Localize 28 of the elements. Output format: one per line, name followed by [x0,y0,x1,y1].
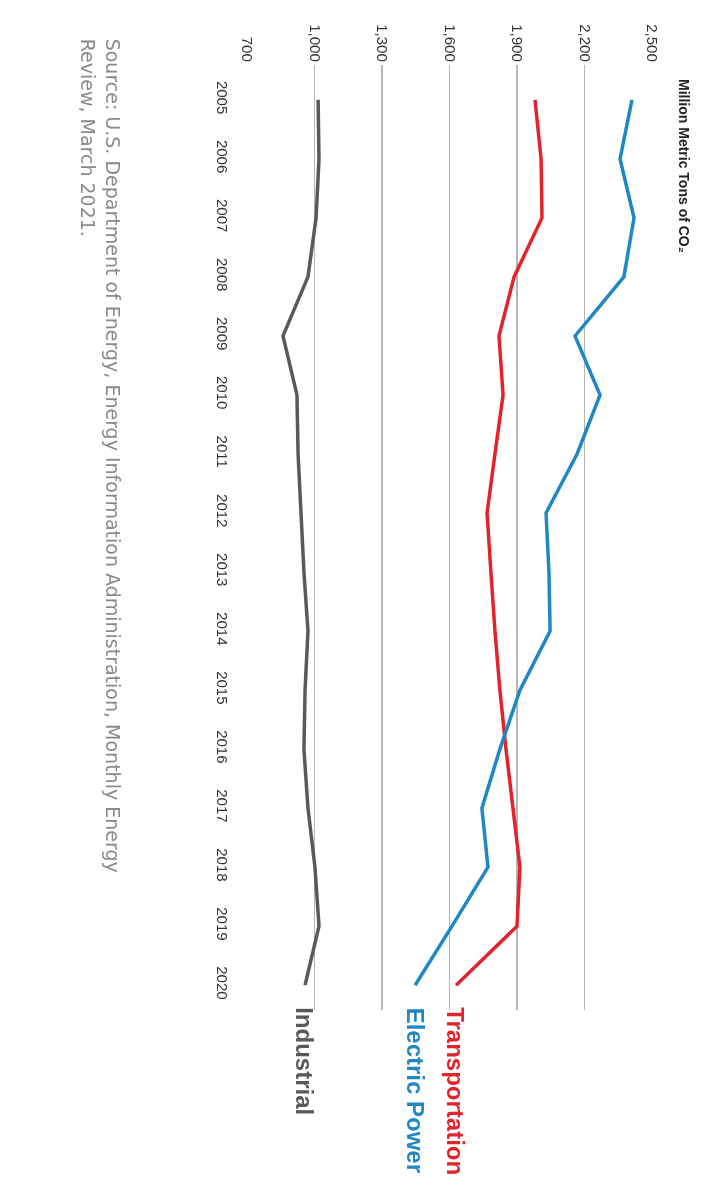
x-tick-label: 2,200 [576,24,594,62]
y-tick-label: 2006 [214,139,231,174]
text: Electric Power [401,1007,429,1174]
source-note: Source: U.S. Department of Energy, Energy Information Administration, Monthly Energy Review, March 2021. [76,38,124,873]
y-tick-label: 2016 [214,730,231,764]
y-tick-label: 2010 [214,376,231,410]
y-tick-label: 2007 [214,198,231,233]
x-tick-label: 2,500 [644,24,662,62]
text: Industrial [291,1007,319,1116]
x-tick-label: 1,000 [306,24,324,62]
text: Million Metric Tons of CO₂ [676,79,692,253]
y-tick-label: 2012 [214,494,231,528]
y-tick-label: 2019 [214,907,231,941]
y-tick-label: 2005 [214,80,231,115]
y-tick-label: 2017 [214,789,231,823]
y-tick-label: 2013 [214,553,231,587]
x-tick-label: 1,600 [441,24,459,62]
x-tick-label: 700 [239,36,257,62]
y-tick-label: 2011 [214,435,231,468]
y-tick-label: 2008 [214,257,231,292]
x-tick-label: 1,300 [374,24,392,62]
y-tick-label: 2015 [214,671,231,705]
y-tick-label: 2009 [214,316,231,351]
text: Transportation [442,1007,470,1176]
y-tick-label: 2018 [214,848,231,882]
x-tick-label: 1,900 [509,24,527,62]
y-tick-label: 2014 [214,612,231,646]
y-tick-label: 2020 [214,966,231,1000]
